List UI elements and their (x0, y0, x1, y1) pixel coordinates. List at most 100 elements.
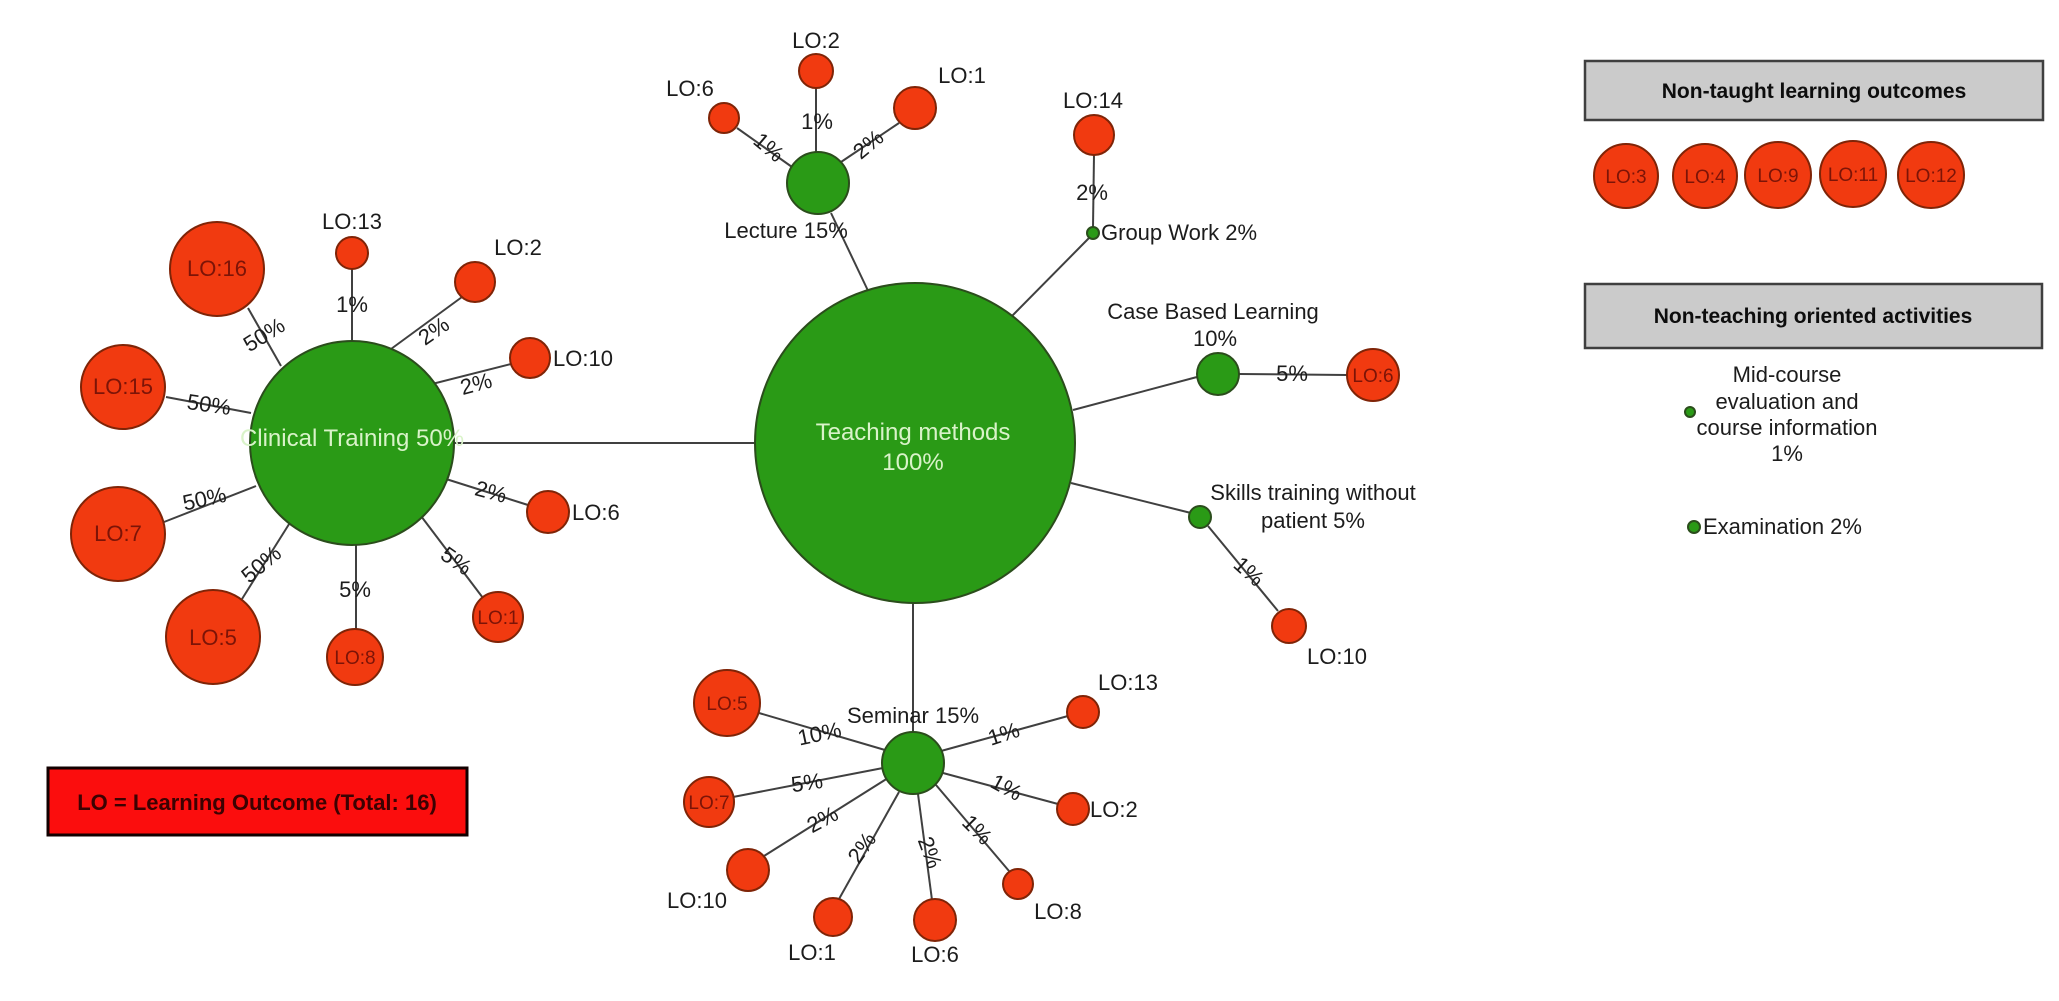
clinical-lo7-label: LO:7 (94, 521, 142, 546)
clinical-lo13-pct: 1% (336, 292, 368, 317)
method-nodes (249, 151, 1240, 795)
edge-seminar-lo8 (935, 784, 1010, 872)
midcourse-line1: Mid-course (1733, 362, 1842, 387)
clinical-lo6-label: LO:6 (572, 500, 620, 525)
legend-label: LO = Learning Outcome (Total: 16) (77, 790, 437, 815)
edge-teaching-skills (1070, 482, 1192, 514)
node-seminar-lo13 (1066, 695, 1100, 729)
node-clinical-lo1 (472, 591, 524, 643)
node-seminar-lo1 (813, 897, 853, 937)
node-seminar-lo6 (913, 898, 957, 942)
clinical-lo10-label: LO:10 (553, 346, 613, 371)
legend-box (46, 766, 469, 837)
non-taught-panel: Non-taught learning outcomes LO:3 LO:4 L… (1583, 59, 2045, 209)
node-nontaught-lo3 (1593, 143, 1659, 209)
node-teaching-methods (754, 282, 1076, 604)
non-taught-header-box (1583, 59, 2045, 122)
seminar-lo8-label: LO:8 (1034, 899, 1082, 924)
nontaught-lo4-label: LO:4 (1684, 167, 1726, 188)
lecture-lo1-pct: 2% (848, 124, 888, 164)
edge-clinical-lo16 (247, 307, 282, 367)
non-taught-header: Non-taught learning outcomes (1662, 80, 1967, 103)
cbl-lo6-label: LO:6 (1352, 366, 1393, 387)
edge-cbl-lo6 (1238, 373, 1348, 376)
edge-clinical-lo5 (241, 520, 292, 600)
seminar-lo1-label: LO:1 (788, 940, 836, 965)
node-nontaught-lo9 (1744, 141, 1812, 209)
seminar-lo2-pct: 1% (987, 769, 1027, 806)
edge-clinical-lo2 (390, 296, 463, 350)
edge-seminar-lo6 (917, 793, 933, 901)
seminar-lo10-label: LO:10 (667, 888, 727, 913)
nontaught-lo3-label: LO:3 (1605, 167, 1646, 188)
edge-seminar-lo1 (838, 791, 900, 900)
edge-teaching-cbl (1072, 376, 1198, 411)
edge-seminar-lo5 (758, 712, 886, 751)
clinical-lo1-label: LO:1 (477, 608, 518, 629)
clinical-lo15-pct: 50% (185, 389, 232, 420)
node-clinical-lo6 (526, 490, 570, 534)
non-teaching-header-box (1583, 282, 2044, 350)
node-lecture (786, 151, 850, 215)
node-clinical-lo15 (80, 344, 166, 430)
cbl-label-line2: 10% (1193, 326, 1237, 351)
seminar-lo13-label: LO:13 (1098, 670, 1158, 695)
node-skills-lo10 (1271, 608, 1307, 644)
non-teaching-header: Non-teaching oriented activities (1654, 305, 1973, 328)
edge-seminar-lo10 (763, 777, 889, 857)
clinical-lo13-label: LO:13 (322, 209, 382, 234)
nontaught-lo11-label: LO:11 (1828, 165, 1878, 186)
midcourse-line2: evaluation and (1715, 389, 1858, 414)
node-seminar (881, 731, 945, 795)
lecture-label: Lecture 15% (724, 218, 848, 243)
node-group-work (1086, 226, 1100, 240)
seminar-lo5-label: LO:5 (706, 694, 747, 715)
node-lecture-lo2 (798, 53, 834, 89)
legend: LO = Learning Outcome (Total: 16) (46, 766, 469, 837)
lecture-lo2-label: LO:2 (792, 28, 840, 53)
node-seminar-lo10 (726, 848, 770, 892)
edge-teaching-groupwork (1010, 237, 1090, 318)
clinical-training-label: Clinical Training 50% (240, 425, 464, 452)
edge-clinical-lo1 (420, 515, 484, 599)
clinical-lo2-label: LO:2 (494, 235, 542, 260)
node-clinical-training (249, 340, 455, 546)
cbl-label-line1: Case Based Learning (1107, 299, 1319, 324)
node-clinical-lo7 (70, 486, 166, 582)
skills-lo10-label: LO:10 (1307, 644, 1367, 669)
edge-clinical-lo7 (163, 485, 257, 523)
seminar-label: Seminar 15% (847, 703, 979, 728)
edges (163, 88, 1348, 901)
node-groupwork-lo14 (1073, 114, 1115, 156)
outcome-nodes (70, 53, 1400, 942)
clinical-lo5-pct: 50% (236, 541, 286, 588)
seminar-lo10-pct: 2% (803, 801, 843, 838)
skills-label-line1: Skills training without (1210, 480, 1415, 505)
node-case-based-learning (1196, 352, 1240, 396)
lecture-lo1-label: LO:1 (938, 63, 986, 88)
groupwork-lo14-label: LO:14 (1063, 88, 1123, 113)
clinical-lo16-pct: 50% (239, 312, 290, 357)
node-clinical-lo10 (509, 337, 551, 379)
cbl-lo6-pct: 5% (1276, 361, 1308, 386)
nontaught-lo12-label: LO:12 (1905, 166, 1957, 187)
node-seminar-lo7 (683, 776, 735, 828)
node-nontaught-lo12 (1897, 141, 1965, 209)
clinical-lo10-pct: 2% (457, 368, 494, 400)
node-clinical-lo16 (169, 221, 265, 317)
seminar-lo2-label: LO:2 (1090, 797, 1138, 822)
node-nontaught-lo4 (1672, 143, 1738, 209)
edge-seminar-lo2 (942, 772, 1059, 805)
node-lecture-lo6 (708, 102, 740, 134)
node-seminar-lo8 (1002, 868, 1034, 900)
clinical-lo5-label: LO:5 (189, 625, 237, 650)
node-seminar-lo2 (1056, 792, 1090, 826)
edge-groupwork-lo14 (1092, 154, 1095, 228)
midcourse-dot (1684, 406, 1696, 418)
node-clinical-lo2 (454, 261, 496, 303)
teaching-methods-label-line2: 100% (882, 449, 943, 476)
clinical-lo8-pct: 5% (339, 577, 371, 602)
edge-lecture-lo6 (736, 127, 793, 168)
